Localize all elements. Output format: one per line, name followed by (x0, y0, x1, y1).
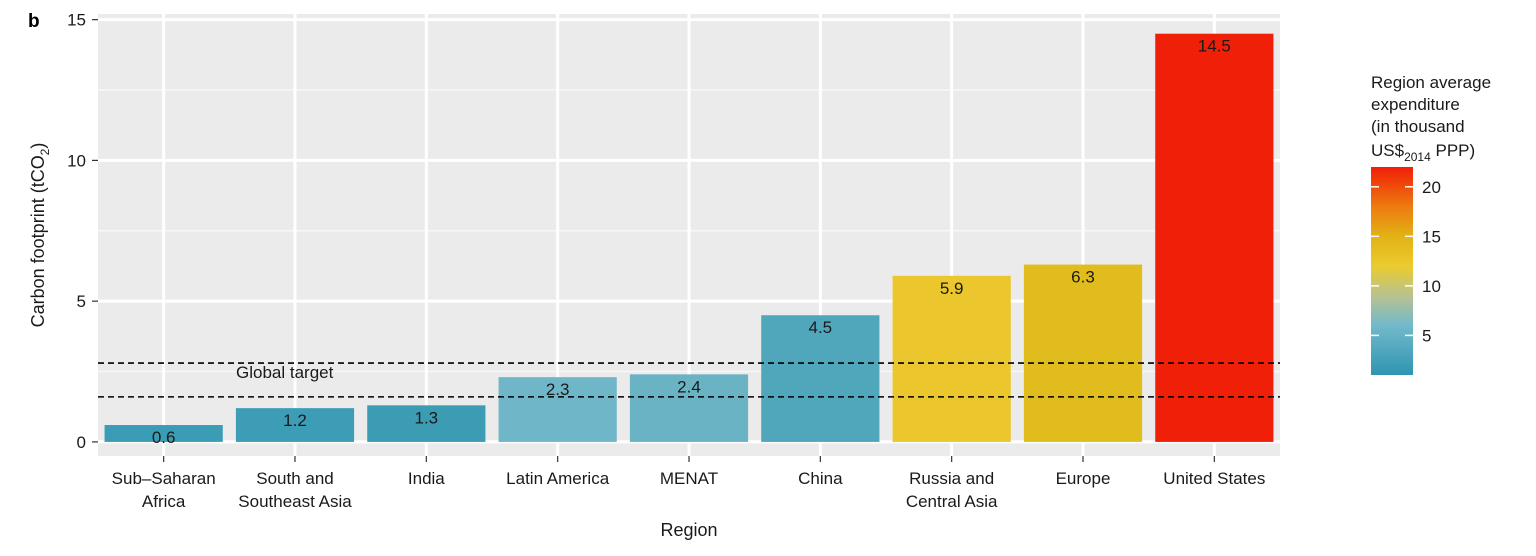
colorbar-legend: Region average expenditure (in thousand … (1371, 73, 1491, 375)
bar (498, 377, 617, 442)
x-tick-label: MENAT (660, 469, 718, 488)
x-tick-label: United States (1163, 469, 1265, 488)
x-tick-label: Europe (1056, 469, 1111, 488)
x-tick-label: Sub–Saharan Africa (112, 469, 216, 511)
bar (104, 425, 223, 442)
bar (1155, 33, 1274, 442)
bar (629, 374, 749, 442)
bar-value-label: 4.5 (809, 318, 833, 337)
bar-value-label: 2.3 (546, 380, 570, 399)
bar-value-labels: 0.6 1.2 1.3 2.3 2.4 4.5 5.9 6.3 14.5 (152, 37, 1231, 447)
bar-value-label: 1.2 (283, 411, 307, 430)
colorbar-title-line: Region average (1371, 73, 1491, 92)
colorbar (1371, 167, 1413, 375)
colorbar-title: Region average expenditure (in thousand … (1371, 73, 1491, 164)
bar (235, 408, 355, 442)
y-tick-label: 0 (77, 433, 86, 452)
bar (892, 275, 1011, 442)
colorbar-tick-label: 20 (1422, 178, 1441, 197)
x-axis: Sub–Saharan Africa South and Southeast Asia… (112, 456, 1265, 511)
colorbar-tick-label: 10 (1422, 277, 1441, 296)
bar-value-label: 1.3 (415, 408, 439, 427)
bars-layer (104, 33, 1274, 442)
panel-label: b (28, 11, 40, 32)
bar (761, 315, 880, 442)
bar-value-label: 0.6 (152, 428, 176, 447)
reference-lines-layer (98, 362, 1280, 398)
y-tick-label: 5 (77, 292, 86, 311)
x-tick-label: China (798, 469, 843, 488)
global-target-annotation: Global target (236, 363, 334, 382)
x-tick-label: South and Southeast Asia (238, 469, 352, 511)
bar-value-label: 14.5 (1198, 37, 1231, 56)
y-tick-label: 10 (67, 151, 86, 170)
x-tick-label: Latin America (506, 469, 610, 488)
bar (367, 405, 486, 442)
colorbar-ticks: 5 10 15 20 (1371, 178, 1441, 345)
x-tick-label: India (408, 469, 445, 488)
colorbar-title-line: US$2014 PPP) (1371, 141, 1475, 164)
y-axis-title: Carbon footprint (tCO2) (28, 143, 52, 328)
bar-value-label: 6.3 (1071, 268, 1095, 287)
y-axis: 0 5 10 15 (67, 11, 98, 452)
x-tick-label: Russia and Central Asia (906, 469, 998, 511)
colorbar-tick-label: 5 (1422, 326, 1431, 345)
x-axis-title: Region (660, 520, 717, 540)
colorbar-title-line: (in thousand (1371, 117, 1465, 136)
bar-value-label: 2.4 (677, 377, 701, 396)
bar (1023, 264, 1143, 442)
bar-value-label: 5.9 (940, 279, 964, 298)
colorbar-tick-label: 15 (1422, 227, 1441, 246)
y-tick-label: 15 (67, 11, 86, 30)
colorbar-title-line: expenditure (1371, 95, 1460, 114)
